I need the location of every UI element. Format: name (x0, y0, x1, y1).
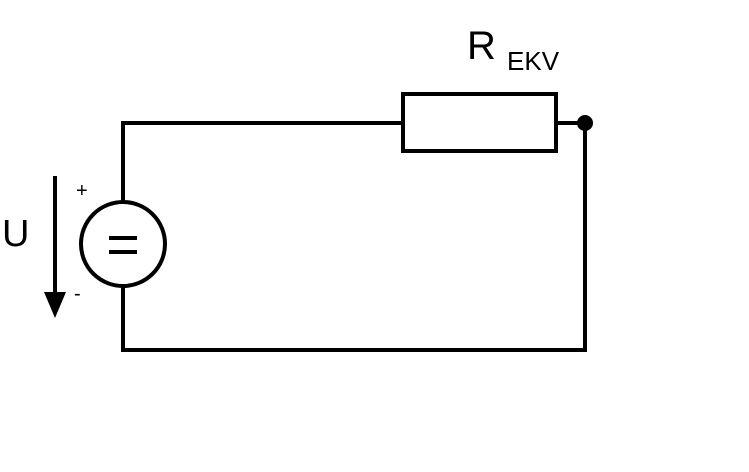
minus-sign: - (74, 283, 81, 305)
resistor-label: R EKV (467, 24, 560, 76)
resistor-symbol: R (467, 24, 496, 68)
junction-node (577, 115, 593, 131)
resistor-body (401, 92, 558, 153)
voltage-label: U (2, 213, 29, 255)
voltage-arrow-head (44, 292, 66, 318)
circuit-wires (121, 121, 587, 352)
wire-right-bottom (121, 121, 587, 352)
voltage-arrow (44, 176, 66, 318)
plus-sign: + (76, 180, 88, 202)
source-circle (79, 200, 167, 288)
wire-top-left (121, 121, 405, 203)
resistor-subscript: EKV (507, 46, 560, 76)
dc-voltage-source (79, 200, 167, 288)
